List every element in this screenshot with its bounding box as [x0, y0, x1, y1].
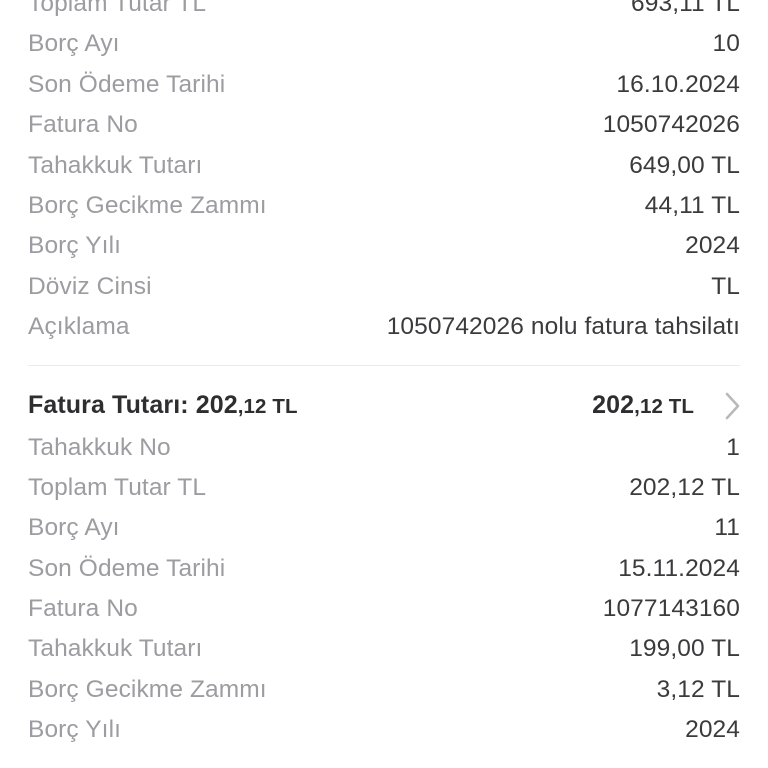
- detail-row: Son Ödeme Tarihi 15.11.2024: [0, 555, 768, 595]
- detail-row-value: 199,00 TL: [629, 635, 740, 663]
- detail-row-value: 10: [712, 30, 740, 58]
- detail-row-label: Döviz Cinsi: [28, 272, 152, 300]
- detail-row-label: Toplam Tutar TL: [28, 0, 207, 17]
- detail-row: Borç Ayı 10: [0, 30, 768, 70]
- chevron-right-icon[interactable]: [720, 389, 746, 423]
- section-divider: [0, 354, 768, 378]
- detail-row: Borç Ayı 11: [0, 514, 768, 554]
- detail-row-value: 1050742026 nolu fatura tahsilatı: [386, 313, 740, 341]
- detail-row: Borç Yılı 2024: [0, 232, 768, 272]
- detail-row-value: 1077143160: [602, 595, 740, 623]
- detail-row-value: 2024: [685, 716, 740, 744]
- invoice-summary-row[interactable]: Fatura Tutarı: 202,12 TL 202,12 TL: [0, 378, 768, 434]
- invoice-summary-amount-decimal: ,12 TL: [634, 395, 694, 419]
- detail-row: Tahakkuk Tutarı 199,00 TL: [0, 635, 768, 675]
- detail-row-value: 15.11.2024: [618, 554, 740, 582]
- detail-row: Son Ödeme Tarihi 16.10.2024: [0, 71, 768, 111]
- invoice-detail-group-top: Toplam Tutar TL 693,11 TL Borç Ayı 10 Son Öd…: [0, 0, 768, 354]
- detail-row-label: Toplam Tutar TL: [28, 473, 207, 501]
- detail-row-label: Borç Ayı: [28, 30, 120, 58]
- detail-row: Döviz Cinsi TL: [0, 273, 768, 313]
- detail-row: Fatura No 1050742026: [0, 111, 768, 151]
- detail-row-value: TL: [711, 272, 740, 300]
- invoice-summary-title: Fatura Tutarı: 202,12 TL: [28, 391, 298, 420]
- detail-row-label: Son Ödeme Tarihi: [28, 554, 226, 582]
- detail-row: Açıklama 1050742026 nolu fatura tahsilatı: [0, 313, 768, 353]
- detail-row-label: Tahakkuk Tutarı: [28, 635, 203, 663]
- detail-row: Toplam Tutar TL 693,11 TL: [0, 0, 768, 30]
- detail-row: Borç Gecikme Zammı 44,11 TL: [0, 192, 768, 232]
- detail-row-value: 693,11 TL: [631, 0, 740, 17]
- detail-row-value: 16.10.2024: [616, 70, 740, 98]
- invoice-summary-right: 202,12 TL: [592, 389, 746, 423]
- invoice-summary-amount: 202,12 TL: [592, 391, 694, 420]
- invoice-summary-amount-prefix: 202: [592, 391, 635, 420]
- detail-row: Tahakkuk No 1: [0, 434, 768, 474]
- detail-row: Tahakkuk Tutarı 649,00 TL: [0, 152, 768, 192]
- detail-row-value: 3,12 TL: [656, 675, 740, 703]
- detail-row-value: 1: [726, 433, 740, 461]
- detail-row-value: 2024: [685, 232, 740, 260]
- detail-row-label: Fatura No: [28, 595, 138, 623]
- detail-row: Toplam Tutar TL 202,12 TL: [0, 474, 768, 514]
- detail-row: Borç Yılı 2024: [0, 716, 768, 756]
- detail-row-label: Tahakkuk Tutarı: [28, 151, 203, 179]
- detail-row-label: Açıklama: [28, 313, 130, 341]
- detail-row-label: Fatura No: [28, 111, 138, 139]
- detail-row: Fatura No 1077143160: [0, 595, 768, 635]
- detail-row-value: 11: [714, 514, 740, 542]
- detail-row-label: Borç Gecikme Zammı: [28, 191, 267, 219]
- invoice-detail-group-bottom: Tahakkuk No 1 Toplam Tutar TL 202,12 TL Borç…: [0, 434, 768, 757]
- detail-row-value: 44,11 TL: [644, 191, 740, 219]
- detail-row-value: 202,12 TL: [629, 473, 740, 501]
- detail-row-value: 649,00 TL: [629, 151, 740, 179]
- detail-row-label: Son Ödeme Tarihi: [28, 70, 226, 98]
- detail-row-value: 1050742026: [602, 111, 740, 139]
- invoice-summary-title-decimal: ,12 TL: [237, 395, 298, 419]
- detail-row-label: Borç Yılı: [28, 716, 122, 744]
- detail-row-label: Tahakkuk No: [28, 433, 171, 461]
- detail-row-label: Borç Gecikme Zammı: [28, 675, 267, 703]
- divider-line: [28, 364, 740, 367]
- detail-row: Borç Gecikme Zammı 3,12 TL: [0, 676, 768, 716]
- detail-row-label: Borç Yılı: [28, 232, 122, 260]
- detail-row-label: Borç Ayı: [28, 514, 120, 542]
- invoice-summary-title-prefix: Fatura Tutarı: 202: [28, 391, 238, 420]
